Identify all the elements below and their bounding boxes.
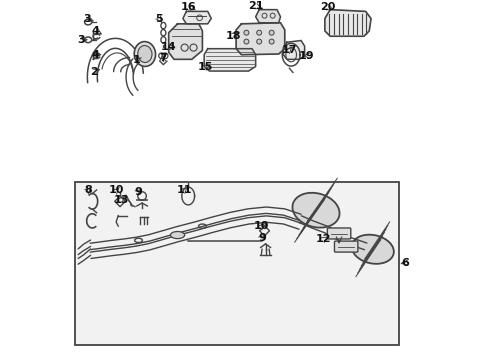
Bar — [74, 182, 399, 345]
Circle shape — [269, 30, 274, 35]
Text: 17: 17 — [282, 45, 297, 55]
Polygon shape — [325, 10, 371, 36]
Text: 10: 10 — [109, 185, 124, 195]
Ellipse shape — [171, 231, 185, 239]
Polygon shape — [183, 12, 211, 24]
Polygon shape — [169, 24, 202, 59]
Text: 6: 6 — [401, 258, 409, 268]
Circle shape — [244, 30, 249, 35]
Polygon shape — [236, 23, 285, 55]
Text: 3: 3 — [83, 14, 91, 23]
FancyBboxPatch shape — [327, 228, 351, 239]
Text: 16: 16 — [181, 2, 196, 12]
Text: 18: 18 — [226, 31, 242, 41]
Text: 14: 14 — [161, 42, 176, 52]
Text: 7: 7 — [159, 53, 167, 63]
Text: 9: 9 — [258, 233, 266, 243]
Text: 15: 15 — [197, 63, 213, 72]
Polygon shape — [256, 10, 280, 23]
Ellipse shape — [138, 45, 152, 63]
Circle shape — [269, 39, 274, 44]
Circle shape — [244, 39, 249, 44]
Text: 1: 1 — [133, 55, 141, 65]
Ellipse shape — [293, 193, 340, 228]
Circle shape — [257, 30, 262, 35]
Ellipse shape — [352, 235, 394, 264]
Text: 2: 2 — [90, 67, 98, 77]
Circle shape — [257, 39, 262, 44]
Polygon shape — [204, 49, 256, 71]
Text: 3: 3 — [77, 35, 85, 45]
Text: 4: 4 — [92, 26, 100, 36]
FancyBboxPatch shape — [335, 241, 358, 252]
Text: 11: 11 — [177, 185, 193, 195]
Ellipse shape — [134, 42, 155, 67]
Text: 10: 10 — [254, 221, 270, 231]
Text: 4: 4 — [92, 50, 100, 60]
Text: 8: 8 — [84, 185, 92, 195]
Text: 19: 19 — [298, 51, 314, 61]
Text: 9: 9 — [135, 187, 143, 197]
Text: 21: 21 — [248, 1, 264, 11]
Text: 13: 13 — [114, 194, 129, 204]
Text: 12: 12 — [316, 234, 332, 244]
Text: 5: 5 — [155, 14, 163, 23]
Text: 20: 20 — [319, 2, 335, 12]
Polygon shape — [283, 41, 305, 59]
